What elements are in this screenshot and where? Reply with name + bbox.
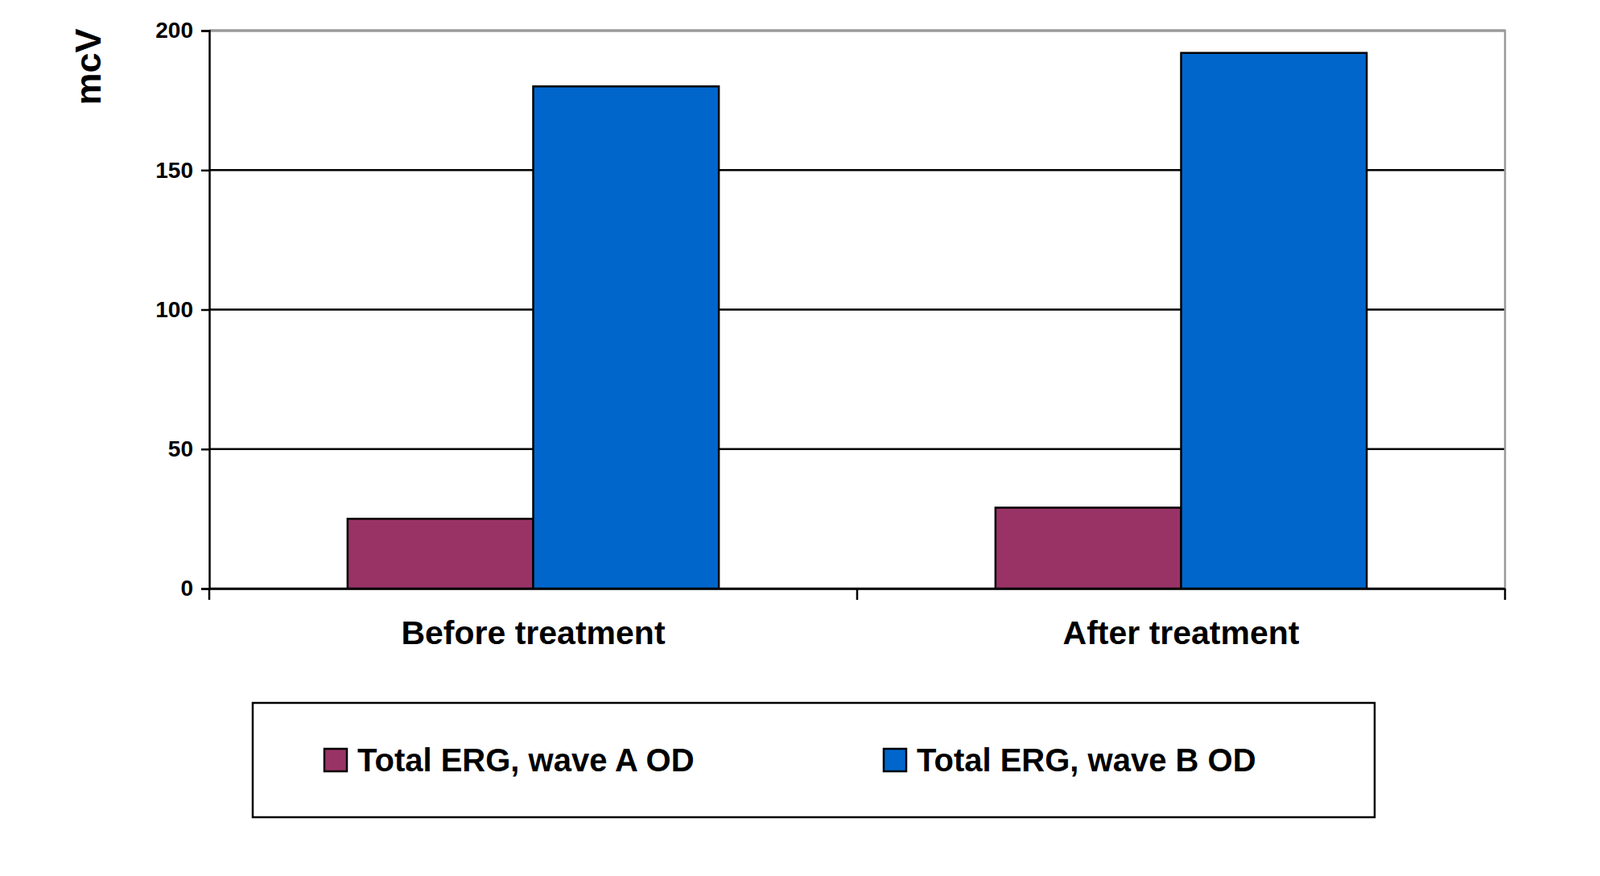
y-tick: 100 xyxy=(155,296,210,322)
y-tick-label: 50 xyxy=(168,436,194,462)
y-tick: 200 xyxy=(155,17,210,43)
y-tick-label: 0 xyxy=(180,575,194,601)
x-boundary-mark xyxy=(856,588,859,600)
legend-label: Total ERG, wave A OD xyxy=(357,742,695,778)
bar xyxy=(995,507,1182,589)
legend-box xyxy=(252,702,1375,817)
y-tick-mark xyxy=(201,448,210,451)
legend-swatch xyxy=(324,748,347,772)
x-tick: Before treatment xyxy=(400,588,665,652)
x-tick: After treatment xyxy=(1063,588,1300,652)
chart: 0 50 100 150 200 Before treatment After treatm… xyxy=(0,0,1600,876)
grid xyxy=(209,30,1506,589)
y-tick: 50 xyxy=(168,436,210,462)
y-tick: 0 xyxy=(180,575,210,601)
y-tick-label: 100 xyxy=(155,296,194,322)
y-axis-line xyxy=(201,31,211,590)
legend-swatch xyxy=(883,748,907,772)
y-tick-mark xyxy=(201,169,210,173)
bar xyxy=(1181,53,1368,589)
y-tick-mark xyxy=(201,29,210,33)
bar xyxy=(533,86,720,589)
bar xyxy=(347,518,534,589)
x-axis: Before treatment After treatment xyxy=(210,588,1506,652)
legend: Total ERG, wave A OD Total ERG, wave B OD xyxy=(252,702,1375,817)
x-tick-label: Before treatment xyxy=(400,614,665,652)
y-tick: 150 xyxy=(155,157,210,183)
bars xyxy=(347,53,1367,589)
x-boundary-marks xyxy=(209,588,1506,600)
legend-label: Total ERG, wave B OD xyxy=(916,742,1257,778)
y-tick-label: 200 xyxy=(155,17,194,43)
x-boundary-mark xyxy=(208,588,211,600)
y-axis-title: mcV xyxy=(67,28,109,105)
x-boundary-mark xyxy=(1504,588,1507,600)
y-tick-label: 150 xyxy=(155,157,194,183)
plot-frame xyxy=(209,30,1506,589)
y-tick-mark xyxy=(201,587,210,590)
x-tick-label: After treatment xyxy=(1063,614,1300,652)
y-tick-mark xyxy=(201,309,210,312)
y-axis: 0 50 100 150 200 xyxy=(155,17,210,601)
